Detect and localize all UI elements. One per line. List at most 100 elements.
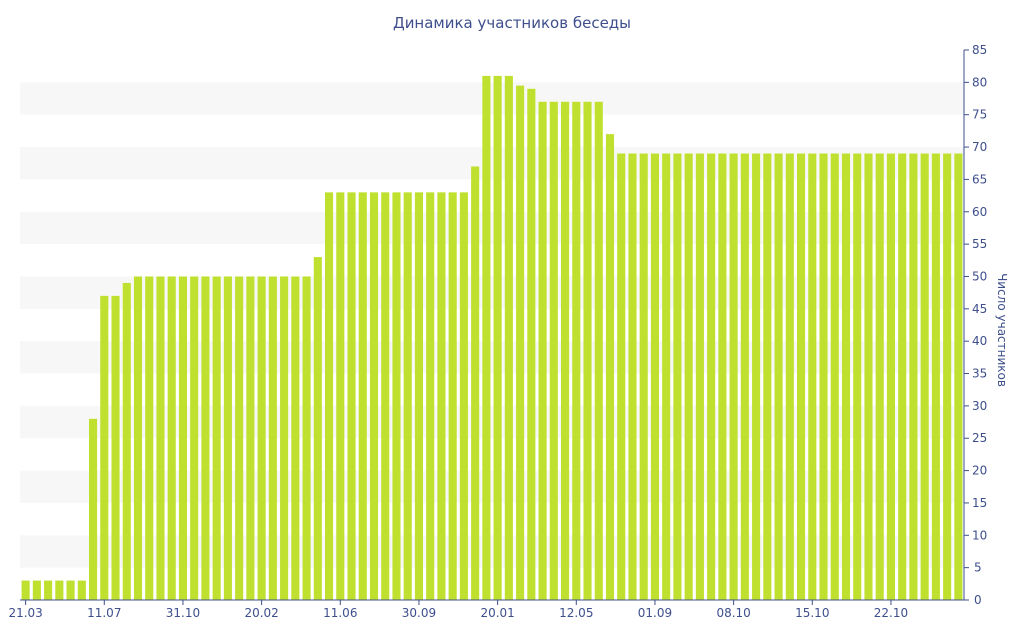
bar <box>302 276 311 600</box>
bar <box>268 276 277 600</box>
bar <box>178 276 187 600</box>
bar <box>403 192 412 600</box>
bar <box>830 153 839 600</box>
x-tick-label: 22.10 <box>874 606 908 620</box>
bar <box>504 75 513 600</box>
bar <box>336 192 345 600</box>
grid-band <box>20 341 964 374</box>
bar <box>808 153 817 600</box>
y-tick-label: 80 <box>972 75 987 89</box>
y-tick-label: 60 <box>972 205 987 219</box>
bar <box>628 153 637 600</box>
bar <box>77 580 86 600</box>
bar <box>572 101 581 600</box>
bar <box>448 192 457 600</box>
bar <box>729 153 738 600</box>
grid-band <box>20 276 964 309</box>
bars <box>21 75 963 601</box>
bar <box>673 153 682 600</box>
bar <box>32 580 41 600</box>
bar <box>145 276 154 600</box>
bar <box>190 276 199 600</box>
x-axis: 21.03 11.07 31.10 20.02 11.06 30.09 20.01 12.05… <box>8 599 964 620</box>
grid-band <box>20 82 964 115</box>
bar <box>100 295 109 600</box>
bar <box>594 101 603 600</box>
bar <box>886 153 895 600</box>
bar <box>740 153 749 600</box>
y-tick-label: 45 <box>972 302 987 316</box>
y-tick-label: 10 <box>972 528 987 542</box>
bar <box>639 153 648 600</box>
bar <box>325 192 334 600</box>
grid-band <box>20 405 964 439</box>
bar <box>718 153 727 600</box>
bar <box>156 276 165 600</box>
bar <box>752 153 761 600</box>
x-tick-label: 08.10 <box>716 606 750 620</box>
chart-title: Динамика участников беседы <box>393 14 631 32</box>
bar <box>246 276 255 600</box>
bar <box>280 276 289 600</box>
y-tick-label: 20 <box>972 464 987 478</box>
grid-band <box>20 535 964 568</box>
x-tick-label: 12.05 <box>559 606 593 620</box>
bar <box>55 580 64 600</box>
bar <box>583 101 592 600</box>
y-tick-label: 25 <box>972 431 987 445</box>
bar <box>392 192 401 600</box>
bar <box>785 153 794 600</box>
y-tick-label: 50 <box>972 269 987 283</box>
bar <box>493 75 502 600</box>
y-tick-label: 0 <box>974 593 982 607</box>
bar <box>291 276 300 600</box>
bar <box>898 153 907 600</box>
bar <box>201 276 210 600</box>
grid-band <box>20 147 964 180</box>
bar <box>21 580 30 600</box>
bar <box>954 153 963 600</box>
bar <box>437 192 446 600</box>
bar <box>662 153 671 600</box>
bar <box>381 192 390 600</box>
bar <box>111 295 120 600</box>
bar <box>347 192 356 600</box>
bar <box>538 101 547 600</box>
x-tick-label: 21.03 <box>8 606 42 620</box>
y-tick-label: 70 <box>972 140 987 154</box>
bar <box>313 257 322 600</box>
bar <box>920 153 929 600</box>
y-axis-label: Число участников <box>995 273 1009 387</box>
y-tick-label: 65 <box>972 172 987 186</box>
bar <box>414 192 423 600</box>
bar <box>369 192 379 600</box>
bar <box>695 153 704 600</box>
bar <box>774 153 783 600</box>
x-tick-label: 11.07 <box>87 606 121 620</box>
bar <box>167 276 176 600</box>
bar <box>943 153 952 600</box>
bar <box>763 153 772 600</box>
bar <box>459 192 468 600</box>
y-tick-label: 55 <box>972 237 987 251</box>
y-tick-label: 85 <box>972 43 987 57</box>
bar <box>516 85 525 601</box>
bar <box>122 282 131 600</box>
bar <box>650 153 659 600</box>
bar <box>819 153 828 600</box>
bar <box>707 153 716 600</box>
y-tick-label: 30 <box>972 399 987 413</box>
x-tick-label: 15.10 <box>795 606 829 620</box>
grid-band <box>20 211 964 245</box>
y-tick-label: 75 <box>972 108 987 122</box>
bar <box>909 153 918 600</box>
bar <box>358 192 367 600</box>
x-tick-label: 30.09 <box>402 606 436 620</box>
y-axis: 0 5 10 15 20 25 30 35 40 45 50 55 60 65 70 75 80 85 <box>963 43 987 607</box>
x-tick-label: 20.01 <box>480 606 514 620</box>
bar <box>617 153 626 600</box>
bar <box>257 276 266 600</box>
bar <box>66 580 75 600</box>
x-tick-label: 31.10 <box>166 606 200 620</box>
